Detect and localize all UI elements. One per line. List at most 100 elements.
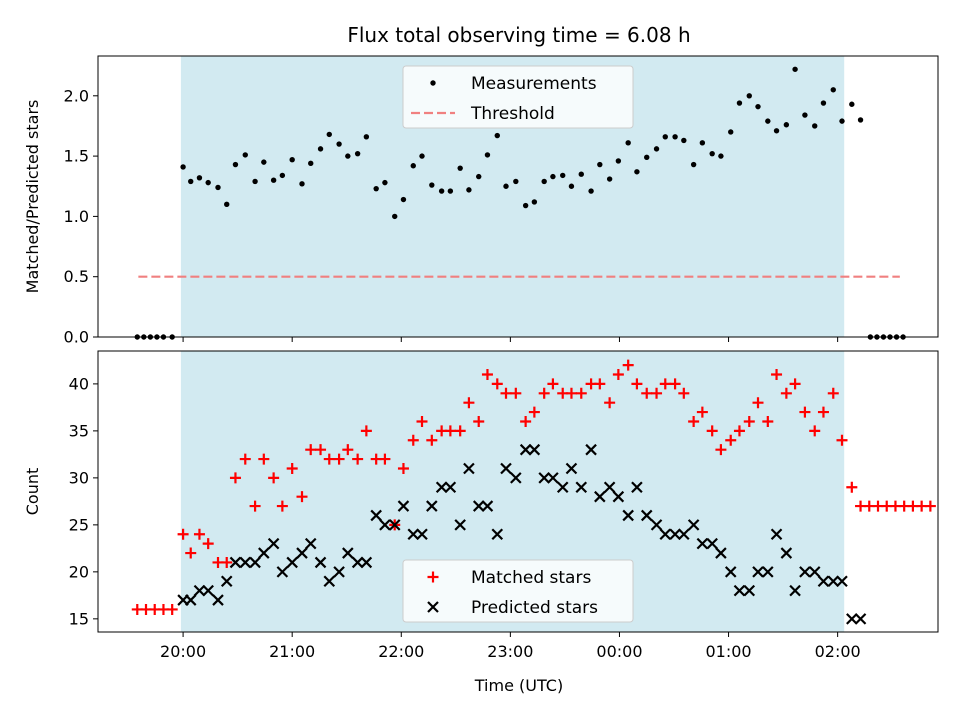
measurements-point-50 [588,188,594,194]
matched-stars-point-35 [454,425,466,437]
matched-stars-point-72 [799,406,811,418]
predicted-stars-point-14 [304,537,317,550]
matched-stars-point-15 [268,472,280,484]
matched-stars-point-4 [166,603,178,615]
measurements-point-63 [709,150,715,157]
measurements-point-48 [568,183,575,189]
predicted-stars-point-45 [594,490,606,503]
predicted-stars-point-1 [184,594,197,606]
y-axis-label-1: Matched/Predicted stars [23,100,42,294]
measurements-point-43 [522,202,529,209]
measurements-point-57 [653,146,660,152]
measurements-point-76 [830,87,836,93]
measurements-point-14 [252,178,258,185]
predicted-stars-point-37 [519,443,532,456]
legend-label: Matched stars [471,568,591,588]
predicted-stars-point-53 [669,528,681,541]
y-tick-label: 15 [69,609,89,628]
measurements-point-15 [261,159,267,165]
predicted-stars-point-20 [360,556,373,569]
matched-stars-point-36 [463,397,475,409]
predicted-stars-point-72 [846,613,858,625]
legend-1: Measurements Threshold [402,65,634,129]
measurements-point-40 [494,132,500,139]
predicted-stars-point-44 [585,443,597,456]
matched-stars-point-17 [286,462,298,474]
measurements-point-53 [615,158,622,164]
predicted-stars-point-4 [212,594,224,606]
measurements-point-73 [802,112,808,118]
y-tick-label: 1.5 [64,147,89,166]
predicted-stars-point-54 [678,528,690,541]
matched-stars-point-39 [491,378,503,390]
predicted-stars-point-49 [631,481,643,494]
matched-stars-point-77 [846,481,858,493]
predicted-stars-point-6 [229,556,242,569]
panel-1: 0.0 0.5 1.0 1.5 2.0 Matched/Predicted stars Me… [23,55,939,347]
measurements-point-46 [550,173,556,180]
measurements-point-12 [232,161,239,168]
predicted-stars-point-62 [752,566,764,578]
measurements-point-72 [792,66,798,72]
measurements-point-42 [513,178,519,185]
measurements-point-61 [690,161,697,168]
measurements-point-51 [597,161,603,168]
predicted-stars-point-35 [500,462,512,475]
predicted-stars-point-38 [528,443,541,456]
measurements-series [134,66,906,340]
matched-stars-point-54 [631,378,643,390]
predicted-stars-point-69 [817,575,830,588]
y-tick-label: 1.0 [64,207,89,226]
y-tick-label: 40 [69,374,89,393]
matched-stars-point-55 [641,387,653,399]
predicted-stars-point-29 [444,481,457,494]
matched-stars-point-62 [706,425,718,437]
predicted-stars-point-70 [827,575,840,588]
predicted-stars-point-11 [276,566,289,578]
measurements-point-71 [783,122,790,128]
measurements-point-69 [765,118,771,124]
x-tick-label: 00:00 [596,642,642,661]
predicted-stars-point-21 [370,509,382,522]
measurements-point-10 [215,184,221,191]
matched-stars-point-31 [416,415,428,427]
matched-stars-point-10 [221,556,233,568]
matched-stars-point-27 [379,453,391,465]
legend-marker-point-0 [427,571,439,583]
matched-stars-point-22 [333,453,345,465]
matched-stars-point-25 [360,425,372,437]
matched-stars-point-11 [229,472,241,484]
predicted-stars-point-59 [724,566,737,578]
measurements-point-7 [188,178,194,185]
predicted-stars-point-27 [426,500,438,512]
measurements-point-24 [345,153,351,159]
measurements-point-49 [578,171,584,177]
measurements-point-37 [466,187,472,193]
x-tick-label: 21:00 [269,642,315,661]
legend-marker-point-0 [430,80,436,86]
matched-stars-point-12 [239,453,251,465]
y-tick-label: 2.0 [64,86,89,105]
predicted-stars-point-32 [472,500,485,512]
matched-stars-point-24 [352,453,364,465]
y-tick-label: 25 [69,515,89,534]
measurements-point-23 [336,141,342,147]
matched-stars-point-48 [575,387,587,399]
matched-stars-point-45 [547,378,559,390]
predicted-stars-point-9 [258,547,270,559]
measurements-point-13 [242,152,248,158]
matched-stars-point-68 [762,415,774,427]
predicted-stars-point-61 [743,584,756,597]
measurements-point-78 [849,101,855,107]
measurements-point-41 [503,183,509,189]
predicted-stars-point-34 [491,528,504,541]
measurements-point-19 [299,181,305,187]
matched-stars-point-76 [836,434,848,446]
chart-title: Flux total observing time = 6.08 h [347,23,690,47]
matched-stars-point-38 [481,368,493,380]
measurements-point-30 [400,196,407,203]
predicted-stars-point-64 [770,528,783,541]
matched-stars-point-69 [771,368,783,380]
measurements-point-59 [672,134,678,140]
matched-stars-point-29 [397,462,409,474]
